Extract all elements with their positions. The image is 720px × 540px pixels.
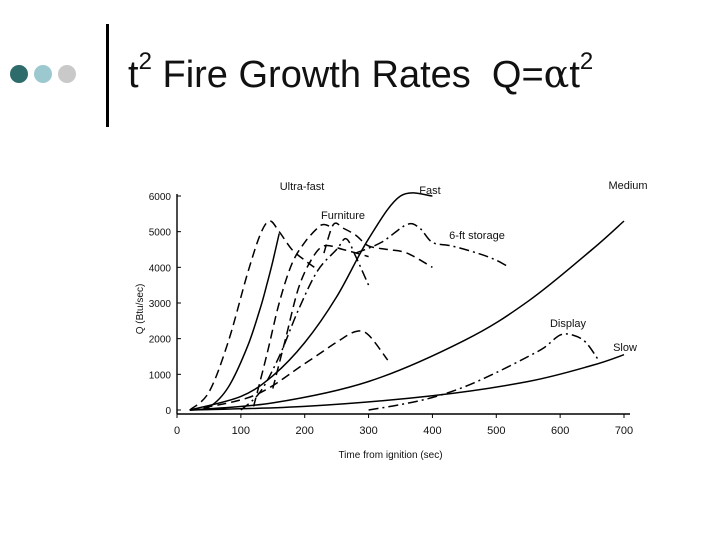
chart-labels: Ultra-fast Fast Medium Furniture 6-ft storag…: [280, 180, 648, 354]
y-tick-label: 5000: [149, 228, 172, 239]
fast-curve: [189, 192, 433, 411]
label-ultra-fast: Ultra-fast: [280, 181, 325, 193]
display-curve: [368, 333, 600, 411]
y-tick-label: 0: [165, 406, 171, 417]
y-tick-label: 1000: [149, 370, 172, 381]
title-alpha: α: [543, 52, 570, 96]
slow-curve: [189, 353, 625, 411]
x-tick-label: 500: [487, 425, 505, 437]
slide-title: t2 Fire Growth Rates Q=αt2: [128, 48, 593, 97]
extra-curve: [323, 222, 433, 268]
title-exponent: 2: [138, 48, 152, 76]
medium-curve: [189, 220, 625, 411]
label-slow: Slow: [613, 342, 637, 354]
title-exponent-2: 2: [579, 48, 594, 76]
label-display: Display: [550, 318, 587, 330]
6-ft-storage-curve: [240, 237, 370, 411]
title-t: t: [128, 54, 139, 96]
x-tick-label: 600: [551, 425, 569, 437]
slide-bullet-dots: [10, 65, 76, 83]
x-tick-label: 300: [359, 425, 377, 437]
furniture-curve: [252, 223, 334, 407]
x-tick-label: 700: [615, 425, 633, 437]
y-tick-label: 3000: [149, 299, 172, 310]
furniture-curve: [189, 220, 315, 411]
label-medium: Medium: [608, 180, 647, 192]
y-axis-label: Q (Btu/sec): [135, 284, 146, 335]
title-divider: [106, 24, 109, 127]
title-middle: Fire Growth Rates Q=: [151, 54, 544, 96]
x-axis-label: Time from ignition (sec): [338, 450, 442, 461]
x-tick-label: 0: [174, 425, 180, 437]
chart-curves: [189, 192, 625, 411]
extra-curve: [272, 244, 369, 389]
bullet-dot-dark: [10, 65, 28, 83]
label-6-ft-storage: 6-ft storage: [449, 230, 505, 242]
y-tick-label: 6000: [149, 192, 172, 203]
title-t2: t: [569, 54, 580, 96]
chart-axes: 0 1000 2000 3000 4000 5000 6000 0 100 200 300 400 50…: [135, 192, 633, 461]
bullet-dot-light: [34, 65, 52, 83]
y-tick-label: 2000: [149, 335, 172, 346]
y-tick-label: 4000: [149, 263, 172, 274]
x-tick-label: 100: [232, 425, 250, 437]
extra-curve: [189, 330, 389, 411]
x-tick-label: 400: [423, 425, 441, 437]
bullet-dot-gray: [58, 65, 76, 83]
x-tick-label: 200: [296, 425, 314, 437]
label-furniture: Furniture: [321, 210, 365, 222]
label-fast: Fast: [419, 185, 440, 197]
